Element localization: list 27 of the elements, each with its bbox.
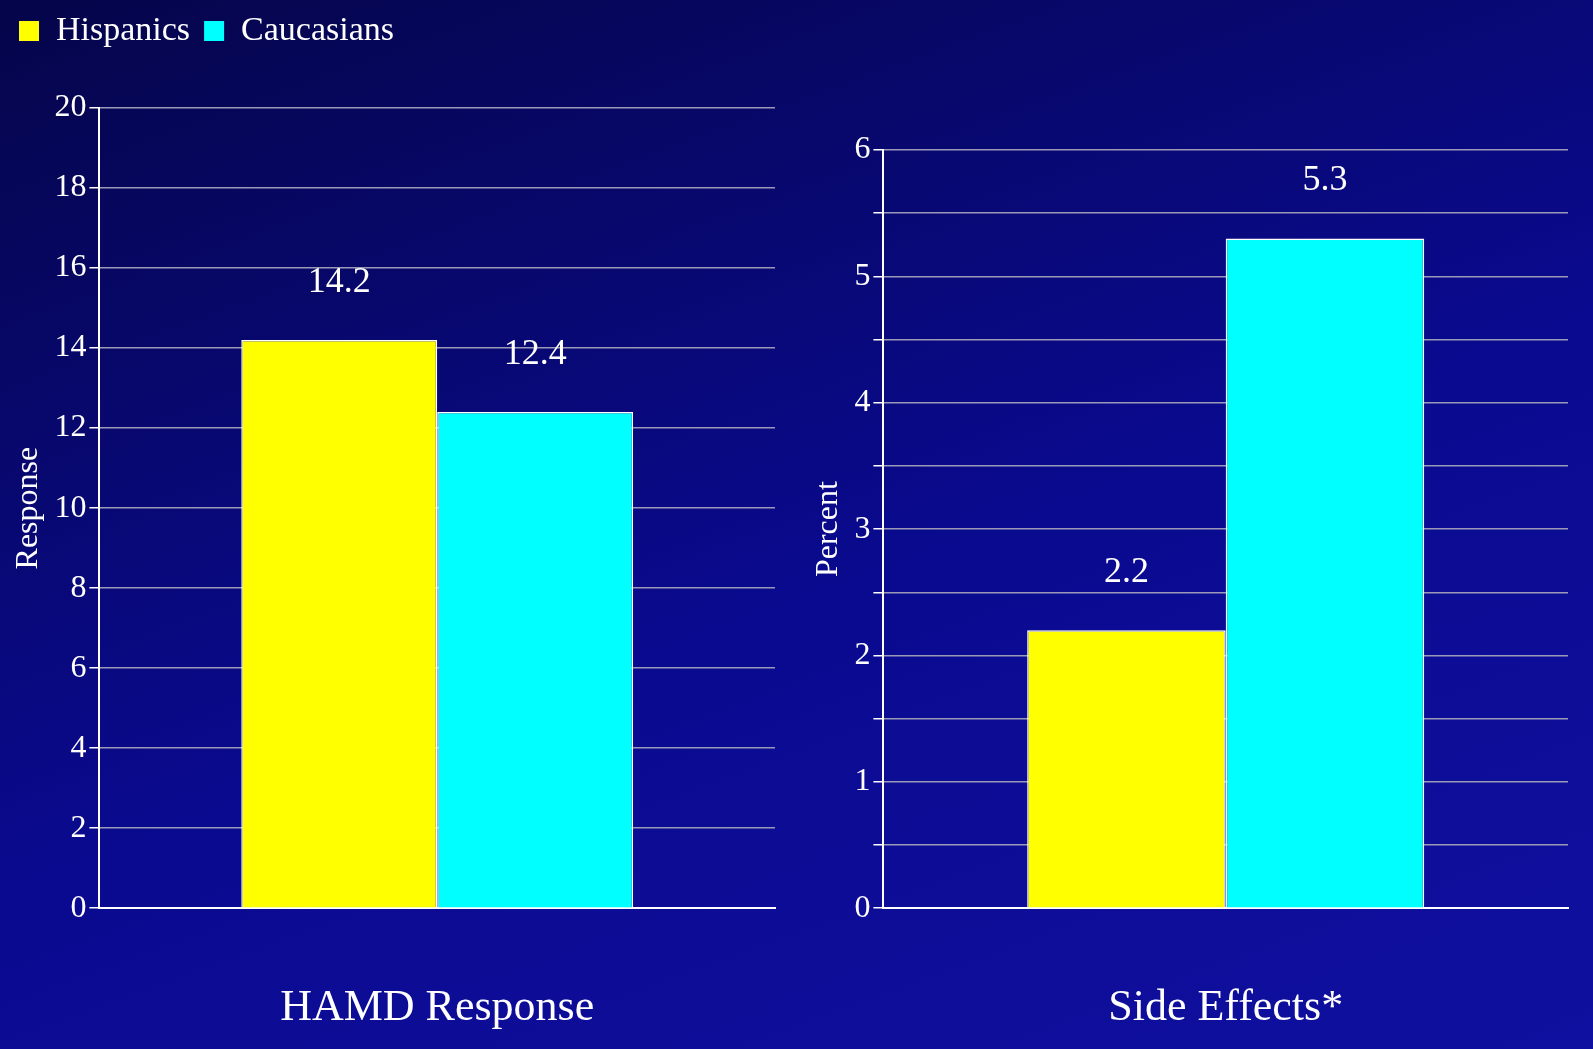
y-tick-label: 4 [70, 727, 87, 764]
y-tick-label: 14 [54, 327, 87, 364]
y-tick-label: 4 [854, 382, 871, 419]
y-axis-title: Percent [807, 481, 844, 578]
y-tick-label: 2 [70, 807, 87, 844]
y-tick-label: 5 [854, 255, 871, 292]
y-axis-title: Response [7, 446, 44, 570]
y-tick-label: 12 [54, 407, 87, 444]
y-tick-label: 1 [854, 761, 871, 798]
y-tick-label: 0 [854, 887, 871, 924]
y-tick-label: 10 [54, 487, 87, 524]
data-label: 14.2 [307, 259, 371, 300]
y-tick-label: 8 [70, 567, 87, 604]
legend-label: Caucasians [241, 9, 395, 47]
y-tick-label: 2 [854, 634, 871, 671]
y-tick-label: 20 [54, 87, 87, 124]
x-axis-title: HAMD Response [280, 981, 595, 1031]
y-tick-label: 16 [54, 247, 87, 284]
y-tick-label: 3 [854, 508, 871, 545]
y-tick-label: 18 [54, 167, 87, 204]
y-tick-label: 0 [70, 887, 87, 924]
data-label: 5.3 [1302, 157, 1348, 198]
data-label: 2.2 [1103, 549, 1149, 590]
legend-label: Hispanics [56, 9, 191, 47]
y-tick-label: 6 [854, 129, 871, 166]
y-tick-label: 6 [70, 647, 87, 684]
x-axis-title: Side Effects* [1108, 981, 1344, 1031]
